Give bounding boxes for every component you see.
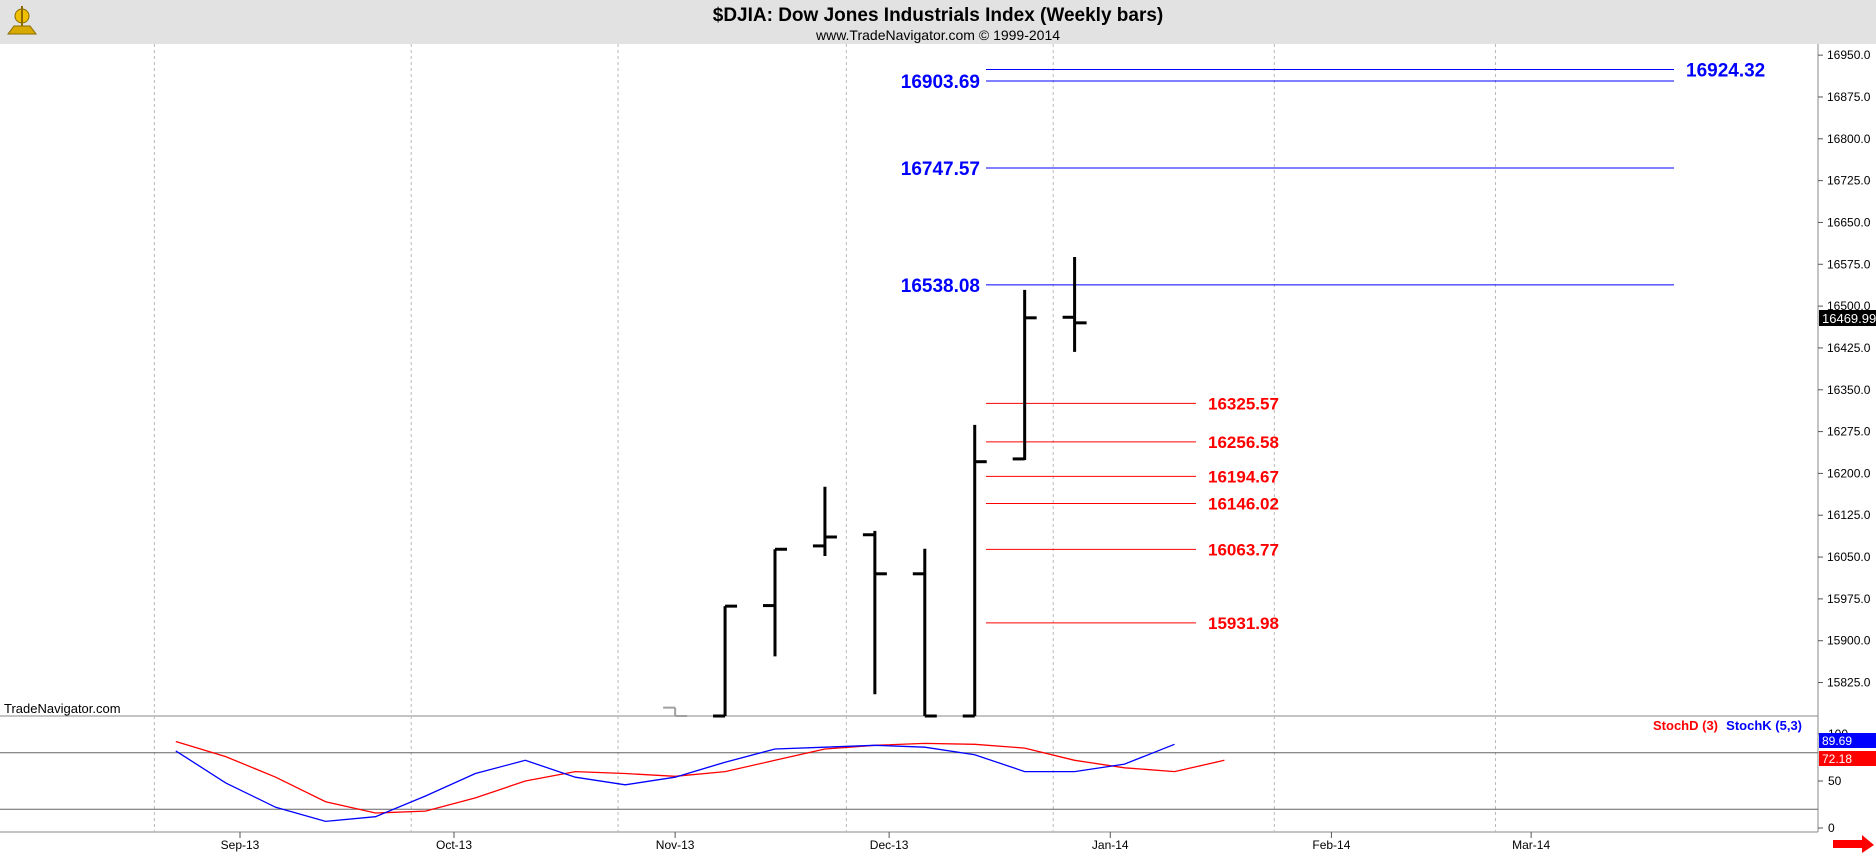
header-band (0, 0, 1876, 44)
time-tick-label: Feb-14 (1312, 838, 1350, 852)
stoch-d-legend: StochD (3) (1653, 718, 1718, 733)
copyright-text: www.TradeNavigator.com © 1999-2014 (815, 27, 1060, 43)
stoch-series-line (175, 740, 1225, 814)
price-tick-label: 16575.0 (1827, 257, 1871, 271)
price-axis-ticks: 16950.0 16875.0 16800.0 16725.0 16650.0 16575… (1818, 48, 1871, 690)
tradenavigator-logo-icon (6, 4, 37, 38)
price-tick-label: 16650.0 (1827, 215, 1871, 229)
price-tick-label: 16050.0 (1827, 550, 1871, 564)
level-label: 16256.58 (1208, 433, 1279, 452)
level-label: 16924.32 (1686, 60, 1765, 81)
level-label: 15931.98 (1208, 614, 1279, 633)
stoch-tick-label: 0 (1828, 821, 1835, 835)
stoch-k-value-tag (1819, 733, 1876, 748)
stoch-series-line (175, 743, 1175, 823)
level-label: 16063.77 (1208, 540, 1279, 559)
price-tick-label: 16875.0 (1827, 90, 1871, 104)
price-tick-label: 15900.0 (1827, 634, 1871, 648)
time-axis-ticks: Sep-13 Oct-13 Nov-13 Dec-13 Jan-14 Feb-14 Mar-… (221, 832, 1550, 852)
price-tick-label: 16275.0 (1827, 425, 1871, 439)
price-tick-label: 16800.0 (1827, 132, 1871, 146)
price-tick-label: 15975.0 (1827, 592, 1871, 606)
right-axis-panel (1818, 44, 1876, 854)
stoch-tick-label: 50 (1828, 774, 1842, 788)
price-bars (663, 257, 1087, 718)
last-price-label: 16469.99 (1822, 311, 1876, 326)
fib-levels: 16924.32 16903.69 16747.57 16538.08 16325.57… (901, 60, 1766, 632)
chart-title: $DJIA: Dow Jones Industrials Index (Week… (713, 5, 1164, 26)
level-label: 16538.08 (901, 276, 980, 297)
price-tick-label: 16125.0 (1827, 508, 1871, 522)
time-tick-label: Mar-14 (1512, 838, 1550, 852)
price-tick-label: 16500.0 (1827, 299, 1871, 313)
time-tick-label: Nov-13 (656, 838, 695, 852)
price-tick-label: 16200.0 (1827, 466, 1871, 480)
stoch-k-value: 89.69 (1822, 734, 1852, 748)
level-label: 16146.02 (1208, 495, 1279, 514)
stochastic-panel: 100500 (0, 727, 1848, 835)
price-tick-label: 16425.0 (1827, 341, 1871, 355)
watermark-text: TradeNavigator.com (4, 701, 121, 716)
scroll-right-arrow-icon[interactable] (1833, 835, 1874, 853)
last-price-tag (1819, 310, 1876, 326)
price-tick-label: 16350.0 (1827, 383, 1871, 397)
grid (153, 44, 1496, 832)
level-label: 16747.57 (901, 159, 980, 180)
stoch-d-value-tag (1819, 751, 1876, 766)
time-tick-label: Sep-13 (221, 838, 260, 852)
level-label: 16903.69 (901, 72, 980, 93)
price-tick-label: 16725.0 (1827, 174, 1871, 188)
time-tick-label: Jan-14 (1092, 838, 1129, 852)
price-tick-label: 16950.0 (1827, 48, 1871, 62)
level-label: 16194.67 (1208, 467, 1279, 486)
time-tick-label: Oct-13 (436, 838, 472, 852)
stoch-k-legend: StochK (5,3) (1726, 718, 1802, 733)
price-tick-label: 15825.0 (1827, 676, 1871, 690)
stoch-d-value: 72.18 (1822, 752, 1852, 766)
level-label: 16325.57 (1208, 394, 1279, 413)
time-tick-label: Dec-13 (870, 838, 909, 852)
